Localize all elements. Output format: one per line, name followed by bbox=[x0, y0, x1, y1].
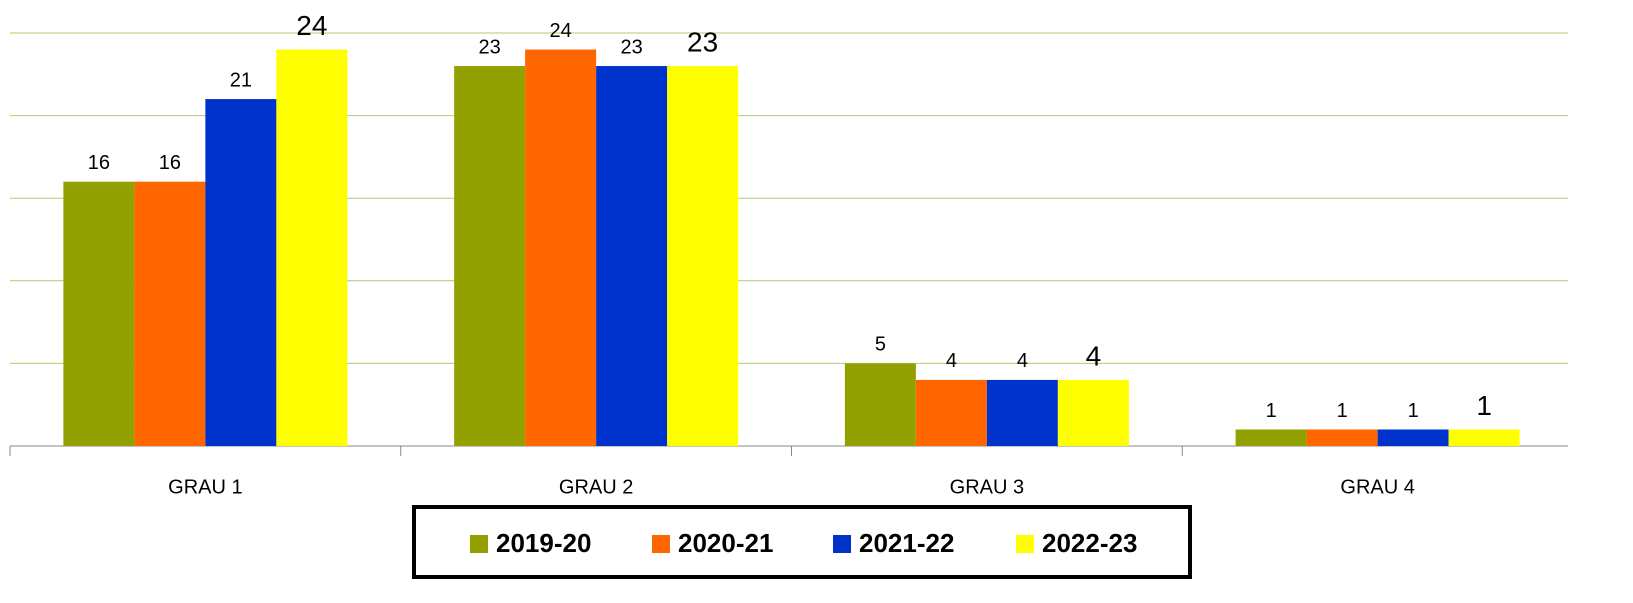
value-label: 1 bbox=[1266, 400, 1277, 422]
value-label: 4 bbox=[946, 350, 957, 372]
bar bbox=[1057, 379, 1129, 446]
bar bbox=[1235, 429, 1307, 446]
legend-swatch bbox=[1016, 535, 1034, 553]
value-label: 5 bbox=[875, 334, 886, 356]
bar bbox=[1448, 429, 1520, 446]
bar bbox=[986, 379, 1058, 446]
value-label: 1 bbox=[1476, 390, 1492, 421]
x-tick-label: GRAU 2 bbox=[559, 476, 633, 498]
x-tick-label: GRAU 4 bbox=[1340, 476, 1414, 498]
x-tick-label: GRAU 1 bbox=[168, 476, 242, 498]
legend-label: 2020-21 bbox=[678, 528, 773, 558]
legend-label: 2019-20 bbox=[496, 528, 591, 558]
legend-swatch bbox=[833, 535, 851, 553]
legend-label: 2022-23 bbox=[1042, 528, 1137, 558]
value-label: 16 bbox=[88, 152, 110, 174]
bar bbox=[1377, 429, 1449, 446]
legend-label: 2021-22 bbox=[859, 528, 954, 558]
bar bbox=[844, 363, 916, 446]
value-label: 1 bbox=[1337, 400, 1348, 422]
value-label: 16 bbox=[159, 152, 181, 174]
x-tick-label: GRAU 3 bbox=[950, 476, 1024, 498]
bar bbox=[525, 49, 597, 447]
bar bbox=[134, 181, 206, 446]
bar bbox=[63, 181, 135, 446]
value-label: 24 bbox=[550, 20, 572, 42]
value-label: 23 bbox=[479, 36, 501, 58]
value-label: 24 bbox=[296, 10, 327, 41]
value-label: 1 bbox=[1408, 400, 1419, 422]
bar bbox=[454, 66, 526, 446]
bar bbox=[205, 99, 277, 446]
value-label: 21 bbox=[230, 69, 252, 91]
legend-swatch bbox=[652, 535, 670, 553]
bar bbox=[915, 379, 987, 446]
legend-swatch bbox=[470, 535, 488, 553]
value-label: 23 bbox=[687, 26, 718, 57]
bar bbox=[596, 66, 668, 446]
value-label: 4 bbox=[1086, 340, 1102, 371]
legend-box bbox=[412, 505, 1192, 579]
value-label: 23 bbox=[621, 36, 643, 58]
bar bbox=[1306, 429, 1378, 446]
bar bbox=[667, 66, 739, 446]
bar bbox=[276, 49, 348, 447]
value-label: 4 bbox=[1017, 350, 1028, 372]
